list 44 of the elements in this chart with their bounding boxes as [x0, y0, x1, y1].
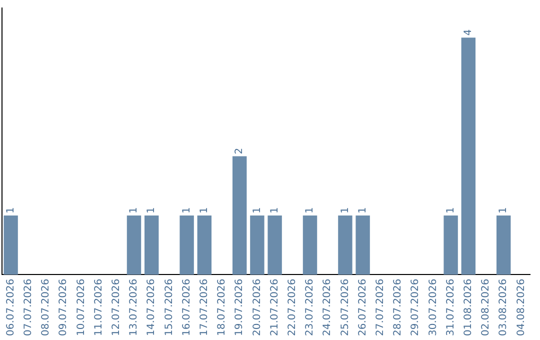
data-label: 1 — [5, 207, 16, 214]
data-label: 2 — [234, 148, 246, 154]
x-tick-label: 21.07.2026 — [269, 278, 280, 336]
data-label: 1 — [252, 207, 263, 214]
data-label: 4 — [462, 29, 474, 36]
data-label: 1 — [304, 207, 316, 214]
x-tick-label: 04.08.2026 — [516, 278, 527, 336]
data-label: 1 — [498, 207, 510, 214]
data-label: 1 — [146, 207, 158, 214]
x-tick-label: 19.07.2026 — [234, 278, 246, 336]
x-tick-label: 08.07.2026 — [40, 278, 52, 336]
x-tick-label: 31.07.2026 — [445, 278, 456, 336]
x-tick-label: 03.08.2026 — [498, 278, 510, 336]
x-tick-label: 28.07.2026 — [392, 278, 404, 336]
x-tick-label: 11.07.2026 — [93, 278, 104, 336]
x-tick-label: 01.08.2026 — [462, 278, 474, 336]
x-tick-label: 15.07.2026 — [164, 278, 175, 336]
data-label: 1 — [128, 207, 140, 214]
x-tick-label: 12.07.2026 — [110, 278, 122, 336]
x-tick-label: 25.07.2026 — [340, 278, 351, 336]
x-tick-label: 10.07.2026 — [76, 278, 87, 336]
x-tick-label: 07.07.2026 — [22, 278, 34, 336]
x-tick-label: 23.07.2026 — [304, 278, 316, 336]
x-tick-label: 22.07.2026 — [286, 278, 298, 336]
x-tick-label: 17.07.2026 — [198, 278, 210, 336]
x-tick-label: 24.07.2026 — [322, 278, 334, 336]
x-tick-label: 13.07.2026 — [128, 278, 140, 336]
x-tick-label: 20.07.2026 — [252, 278, 263, 336]
x-tick-label: 26.07.2026 — [357, 278, 368, 336]
data-label: 1 — [340, 207, 351, 214]
x-tick-label: 14.07.2026 — [146, 278, 158, 336]
data-label: 1 — [269, 207, 280, 214]
x-tick-label: 16.07.2026 — [181, 278, 192, 336]
data-label: 1 — [445, 207, 456, 214]
data-label: 1 — [357, 207, 368, 214]
data-label: 1 — [198, 207, 210, 214]
x-tick-label: 30.07.2026 — [428, 278, 439, 336]
data-label: 1 — [181, 207, 192, 214]
x-tick-label: 18.07.2026 — [216, 278, 228, 336]
x-tick-label: 06.07.2026 — [5, 278, 16, 336]
x-tick-label: 29.07.2026 — [410, 278, 422, 336]
x-tick-label: 02.08.2026 — [480, 278, 492, 336]
x-tick-label: 09.07.2026 — [58, 278, 70, 336]
x-tick-label: 27.07.2026 — [374, 278, 386, 336]
